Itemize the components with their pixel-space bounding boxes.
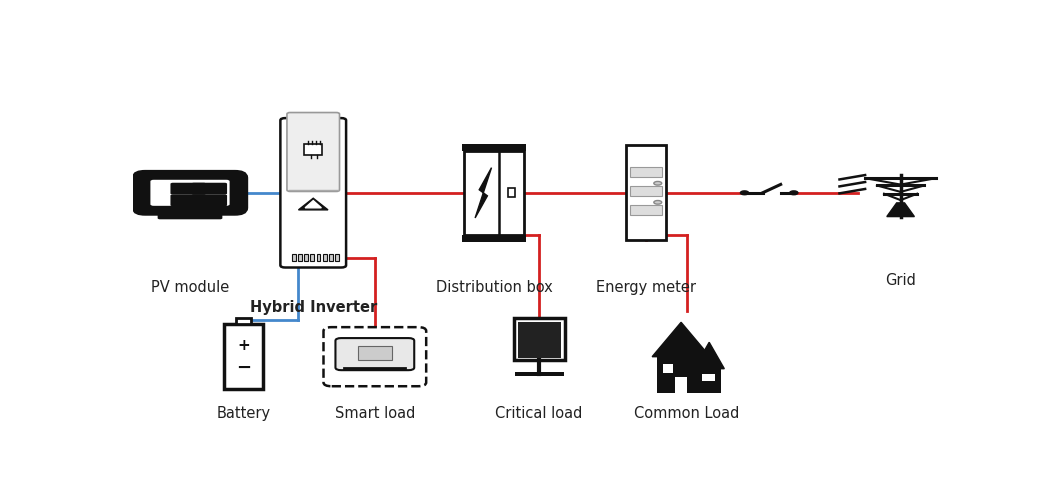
Bar: [702, 374, 716, 381]
Polygon shape: [694, 342, 724, 369]
Text: −: −: [235, 359, 251, 377]
Bar: [462, 144, 526, 151]
Text: PV module: PV module: [151, 281, 229, 296]
Polygon shape: [887, 203, 915, 217]
Circle shape: [790, 191, 798, 195]
Text: Common Load: Common Load: [634, 406, 740, 421]
Text: +: +: [237, 338, 250, 352]
Circle shape: [654, 200, 661, 204]
Text: Battery: Battery: [216, 406, 270, 421]
Text: Hybrid Inverter: Hybrid Inverter: [249, 299, 377, 314]
FancyBboxPatch shape: [280, 118, 346, 267]
Bar: [515, 372, 564, 376]
FancyBboxPatch shape: [335, 338, 414, 370]
Bar: [697, 369, 721, 393]
Bar: [224, 324, 263, 389]
Bar: [657, 357, 705, 393]
Circle shape: [654, 182, 661, 185]
Bar: [630, 186, 661, 196]
Bar: [630, 205, 661, 215]
FancyBboxPatch shape: [171, 195, 206, 206]
Polygon shape: [652, 322, 710, 357]
FancyBboxPatch shape: [287, 112, 339, 192]
Text: Distribution box: Distribution box: [436, 281, 552, 296]
Text: Energy meter: Energy meter: [596, 281, 696, 296]
Bar: [292, 254, 296, 261]
Polygon shape: [299, 198, 328, 210]
FancyBboxPatch shape: [323, 327, 426, 386]
Bar: [514, 318, 565, 360]
Bar: [304, 144, 322, 155]
Polygon shape: [305, 200, 321, 208]
FancyBboxPatch shape: [192, 195, 227, 206]
Text: Critical load: Critical load: [495, 406, 583, 421]
Polygon shape: [475, 168, 492, 218]
Bar: [462, 235, 526, 242]
Bar: [517, 322, 561, 358]
Text: Grid: Grid: [885, 273, 916, 288]
Bar: [358, 346, 391, 360]
Bar: [304, 254, 308, 261]
Bar: [317, 254, 320, 261]
Bar: [662, 364, 673, 373]
Bar: [322, 254, 326, 261]
Bar: [236, 318, 250, 324]
Bar: [675, 377, 687, 393]
Bar: [329, 254, 333, 261]
Bar: [509, 188, 515, 198]
FancyBboxPatch shape: [151, 180, 230, 206]
Bar: [464, 151, 524, 235]
Bar: [311, 254, 315, 261]
FancyBboxPatch shape: [192, 183, 227, 195]
Text: Smart load: Smart load: [335, 406, 416, 421]
FancyBboxPatch shape: [171, 183, 206, 195]
Bar: [630, 167, 661, 177]
Bar: [626, 145, 666, 241]
Bar: [335, 254, 339, 261]
FancyBboxPatch shape: [136, 173, 245, 212]
Circle shape: [741, 191, 748, 195]
Bar: [298, 254, 302, 261]
FancyBboxPatch shape: [158, 213, 223, 219]
